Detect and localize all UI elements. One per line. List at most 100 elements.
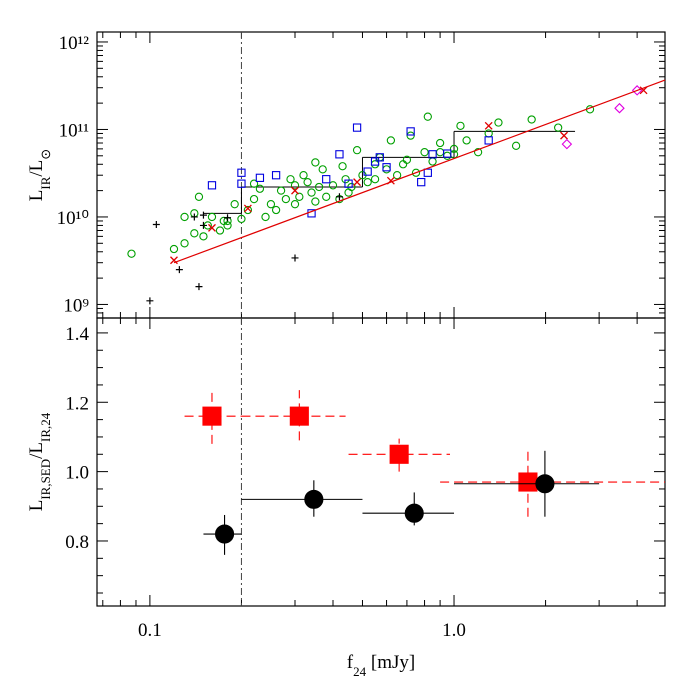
- point: [386, 136, 396, 145]
- point: [456, 121, 465, 130]
- point: [295, 192, 304, 201]
- point: [398, 160, 408, 169]
- y-axis-label-part: L: [26, 500, 47, 512]
- point: [237, 214, 246, 224]
- point: [363, 177, 372, 187]
- y-tick-label: 1.4: [65, 324, 89, 345]
- y-tick-label: 10¹⁰: [57, 208, 89, 229]
- point: [249, 179, 259, 188]
- point: [190, 213, 198, 221]
- y-tick-label: 10⁹: [63, 295, 89, 316]
- point: [473, 148, 483, 157]
- y-axis-label-part: /L: [26, 442, 47, 459]
- point: [311, 158, 320, 167]
- point: [554, 123, 563, 132]
- point: [207, 181, 217, 190]
- plot-frame: [96, 317, 666, 607]
- point: [224, 214, 232, 222]
- point: [370, 157, 380, 166]
- point: [484, 136, 493, 145]
- point: [428, 157, 437, 166]
- point: [322, 175, 331, 184]
- y-axis-label: LIR,SED/LIR,24: [26, 412, 53, 511]
- point: [406, 131, 415, 140]
- point: [243, 205, 253, 215]
- y-axis-label: LIR/L⊙: [26, 149, 53, 201]
- point: [375, 153, 384, 162]
- x-tick-label: 0.1: [138, 620, 162, 641]
- x-axis-label-part: 24: [353, 664, 367, 679]
- point: [299, 171, 308, 180]
- y-tick-label: 10¹²: [59, 33, 90, 54]
- point: [202, 406, 222, 426]
- point: [180, 212, 189, 222]
- point: [276, 186, 286, 195]
- point: [290, 181, 300, 190]
- point: [175, 266, 183, 274]
- point: [404, 503, 424, 523]
- y-axis-label-part: IR,24: [38, 412, 53, 442]
- point: [169, 244, 179, 254]
- point: [443, 151, 452, 160]
- point: [494, 118, 503, 127]
- point: [370, 175, 380, 184]
- point: [307, 188, 316, 197]
- point: [639, 86, 648, 95]
- point: [370, 160, 380, 169]
- point: [423, 168, 432, 177]
- point: [289, 406, 309, 426]
- y-axis-label-part: L: [26, 190, 47, 202]
- point: [170, 256, 178, 265]
- point: [243, 204, 252, 213]
- x-axis-label: f24 [mJy]: [347, 652, 415, 679]
- point: [338, 162, 347, 171]
- point: [352, 123, 362, 132]
- fit-line: [173, 79, 666, 264]
- point: [304, 489, 324, 509]
- point: [518, 472, 538, 492]
- point: [199, 211, 207, 219]
- point: [286, 175, 295, 184]
- point: [449, 144, 459, 154]
- plot-frame: [96, 31, 666, 319]
- point: [261, 212, 270, 222]
- x-axis-label-part: [mJy]: [366, 652, 415, 673]
- point: [255, 184, 265, 193]
- point: [614, 102, 625, 114]
- point: [291, 254, 299, 262]
- point: [195, 283, 203, 291]
- point: [146, 297, 154, 305]
- point: [352, 146, 362, 155]
- point: [271, 205, 281, 215]
- point: [335, 193, 343, 201]
- point: [353, 178, 362, 187]
- point: [290, 200, 300, 209]
- x-tick-label: 1.0: [442, 620, 466, 641]
- point: [328, 181, 338, 190]
- y-axis-label-part: /L: [26, 160, 47, 177]
- point: [208, 223, 216, 232]
- point: [423, 112, 432, 121]
- point: [255, 173, 265, 182]
- point: [318, 165, 327, 174]
- y-tick-label: 0.8: [65, 532, 89, 553]
- point: [281, 194, 291, 204]
- point: [303, 177, 312, 187]
- point: [484, 121, 493, 130]
- x-axis-label-part: f: [347, 652, 354, 673]
- point: [311, 197, 320, 206]
- point: [420, 148, 429, 157]
- point: [152, 220, 160, 228]
- point: [411, 168, 421, 177]
- point: [527, 115, 536, 124]
- point: [180, 239, 189, 248]
- y-axis-label-part: ⊙: [38, 149, 53, 160]
- y-axis-label-part: IR,SED: [38, 459, 53, 500]
- point: [199, 221, 207, 229]
- point: [344, 179, 353, 188]
- point: [363, 167, 372, 176]
- point: [322, 192, 331, 201]
- point: [194, 192, 204, 201]
- point: [199, 232, 208, 241]
